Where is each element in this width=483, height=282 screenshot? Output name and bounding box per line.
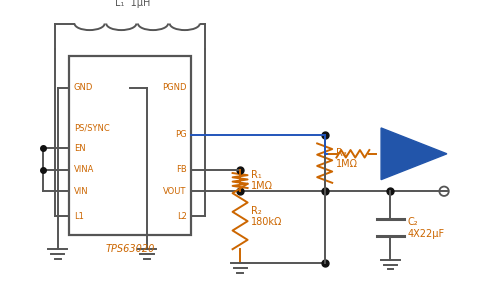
Text: L₁  1μH: L₁ 1μH [115, 0, 150, 8]
Text: L1: L1 [74, 212, 84, 221]
Text: C₂
4X22μF: C₂ 4X22μF [407, 217, 444, 239]
Text: PGND: PGND [162, 83, 186, 92]
Text: R₃
1MΩ: R₃ 1MΩ [336, 147, 358, 169]
Text: FB: FB [176, 165, 186, 174]
Text: PS/SYNC: PS/SYNC [74, 123, 110, 132]
Text: R₂
180kΩ: R₂ 180kΩ [251, 206, 283, 227]
Polygon shape [381, 128, 447, 180]
Text: TPS63020: TPS63020 [105, 244, 155, 254]
Text: VINA: VINA [74, 165, 94, 174]
Text: R₁
1MΩ: R₁ 1MΩ [251, 170, 273, 191]
Text: EN: EN [74, 144, 85, 153]
Text: VOUT: VOUT [163, 187, 186, 196]
Text: L2: L2 [177, 212, 186, 221]
Text: GND: GND [74, 83, 93, 92]
Bar [69, 56, 191, 235]
Text: PG: PG [175, 131, 186, 140]
Text: VIN: VIN [74, 187, 88, 196]
